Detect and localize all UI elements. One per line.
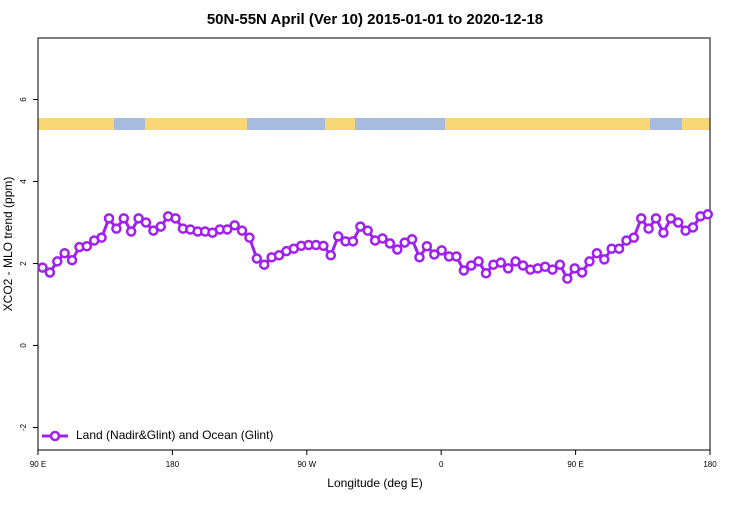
data-point	[148, 225, 159, 236]
data-point	[584, 256, 595, 267]
land-band	[145, 118, 247, 130]
data-point	[599, 254, 610, 265]
data-point	[81, 241, 93, 252]
data-point	[554, 259, 566, 270]
legend-label: Land (Nadir&Glint) and Ocean (Glint)	[76, 428, 273, 442]
data-point	[613, 243, 625, 254]
data-point	[414, 252, 425, 263]
data-point	[222, 224, 233, 235]
data-point	[687, 222, 699, 233]
data-point	[392, 244, 403, 255]
data-point	[37, 262, 48, 273]
data-point	[547, 264, 558, 275]
data-point	[702, 209, 714, 220]
data-point	[377, 233, 388, 244]
land-band	[38, 118, 114, 130]
data-point	[140, 217, 152, 228]
data-point	[591, 247, 603, 259]
land-band	[445, 118, 650, 130]
data-point	[229, 220, 240, 231]
y-tick-label: 0	[19, 343, 28, 348]
x-tick-label: 180	[703, 460, 717, 469]
data-point	[635, 213, 647, 224]
data-point	[672, 217, 684, 228]
data-point	[643, 223, 654, 234]
data-point	[111, 223, 122, 234]
data-point	[52, 256, 63, 267]
land-band	[325, 118, 355, 130]
data-point	[362, 225, 373, 236]
x-tick-label: 90 W	[297, 460, 316, 469]
legend-marker	[49, 430, 61, 442]
y-tick-label: -2	[19, 423, 28, 431]
chart-title: 50N-55N April (Ver 10) 2015-01-01 to 202…	[207, 11, 543, 28]
data-point	[251, 253, 263, 264]
land-ocean-band	[38, 118, 710, 130]
data-point	[429, 249, 440, 260]
data-point	[347, 236, 359, 247]
land-band	[682, 118, 710, 130]
data-point	[665, 213, 677, 224]
data-point	[569, 263, 580, 274]
legend: Land (Nadir&Glint) and Ocean (Glint)	[42, 428, 273, 442]
data-point	[118, 213, 130, 224]
x-tick-label: 0	[439, 460, 444, 469]
data-point	[562, 273, 573, 284]
plot-frame	[37, 37, 711, 451]
data-point	[103, 213, 115, 224]
data-point	[384, 238, 396, 249]
data-point	[465, 260, 477, 271]
data-point	[451, 251, 462, 262]
data-point	[628, 232, 640, 243]
data-point	[318, 240, 329, 252]
data-point	[510, 256, 521, 267]
x-tick-label: 180	[166, 460, 180, 469]
data-point	[517, 260, 529, 271]
data-point	[96, 232, 107, 243]
data-point	[458, 265, 470, 276]
data-point	[421, 241, 433, 252]
y-tick-label: 2	[19, 261, 28, 266]
x-tick-label: 90 E	[30, 460, 46, 469]
y-tick-label: 4	[19, 179, 28, 184]
x-tick-label: 90 E	[567, 460, 583, 469]
data-point	[406, 234, 418, 245]
data-point	[650, 213, 662, 224]
data-point	[325, 250, 337, 261]
data-point	[236, 225, 248, 236]
y-tick-label: 6	[19, 97, 28, 102]
data-point	[155, 221, 167, 232]
data-point	[480, 268, 492, 279]
data-point	[125, 226, 137, 237]
data-point	[170, 213, 181, 224]
data-point	[332, 231, 344, 242]
data-point	[258, 259, 270, 270]
data-point	[355, 221, 366, 232]
x-axis-label: Longitude (deg E)	[327, 476, 422, 490]
data-point	[658, 227, 669, 238]
y-axis-label: XCO2 - MLO trend (ppm)	[1, 177, 15, 312]
data-point	[244, 232, 255, 243]
data-point	[59, 247, 70, 259]
data-point	[502, 263, 514, 274]
data-point	[44, 267, 56, 278]
data-point	[66, 254, 78, 266]
data-point	[273, 250, 285, 261]
data-point	[576, 267, 588, 278]
data-point	[495, 257, 507, 268]
data-point	[473, 256, 484, 267]
data-point	[133, 213, 144, 224]
data-point	[436, 245, 447, 256]
